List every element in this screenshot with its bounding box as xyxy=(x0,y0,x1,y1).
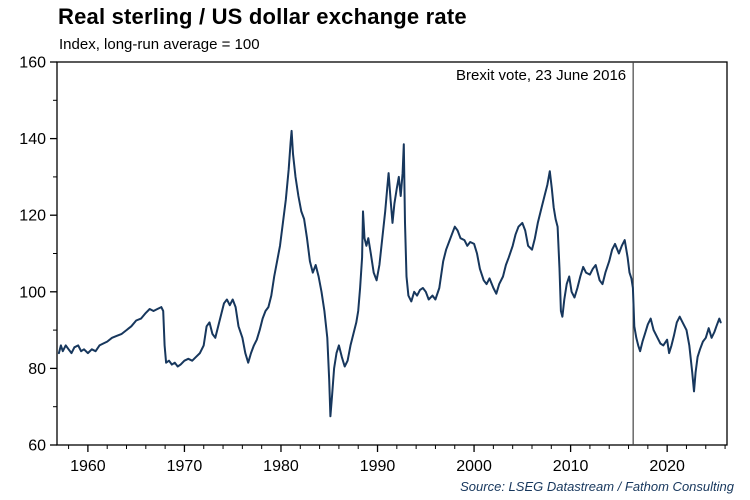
y-axis-tick-label: 120 xyxy=(19,208,46,225)
y-axis-tick-label: 80 xyxy=(28,361,46,378)
x-axis-tick-label: 2020 xyxy=(649,458,685,475)
x-axis-tick-label: 1960 xyxy=(70,458,106,475)
y-axis-tick-label: 140 xyxy=(19,131,46,148)
x-axis-tick-label: 2010 xyxy=(553,458,589,475)
series-line-exchange-rate xyxy=(57,129,722,418)
x-axis-tick-label: 1970 xyxy=(167,458,203,475)
x-axis-tick-label: 1980 xyxy=(263,458,299,475)
source-note: Source: LSEG Datastream / Fathom Consult… xyxy=(460,479,734,494)
x-axis-tick-label: 2000 xyxy=(456,458,492,475)
y-axis-tick-label: 60 xyxy=(28,438,46,455)
y-axis-tick-label: 100 xyxy=(19,284,46,301)
y-axis-tick-label: 160 xyxy=(19,55,46,72)
event-annotation: Brexit vote, 23 June 2016 xyxy=(456,67,626,84)
chart-title: Real sterling / US dollar exchange rate xyxy=(58,4,467,29)
x-axis-tick-label: 1990 xyxy=(360,458,396,475)
chart-subtitle: Index, long-run average = 100 xyxy=(59,36,260,53)
